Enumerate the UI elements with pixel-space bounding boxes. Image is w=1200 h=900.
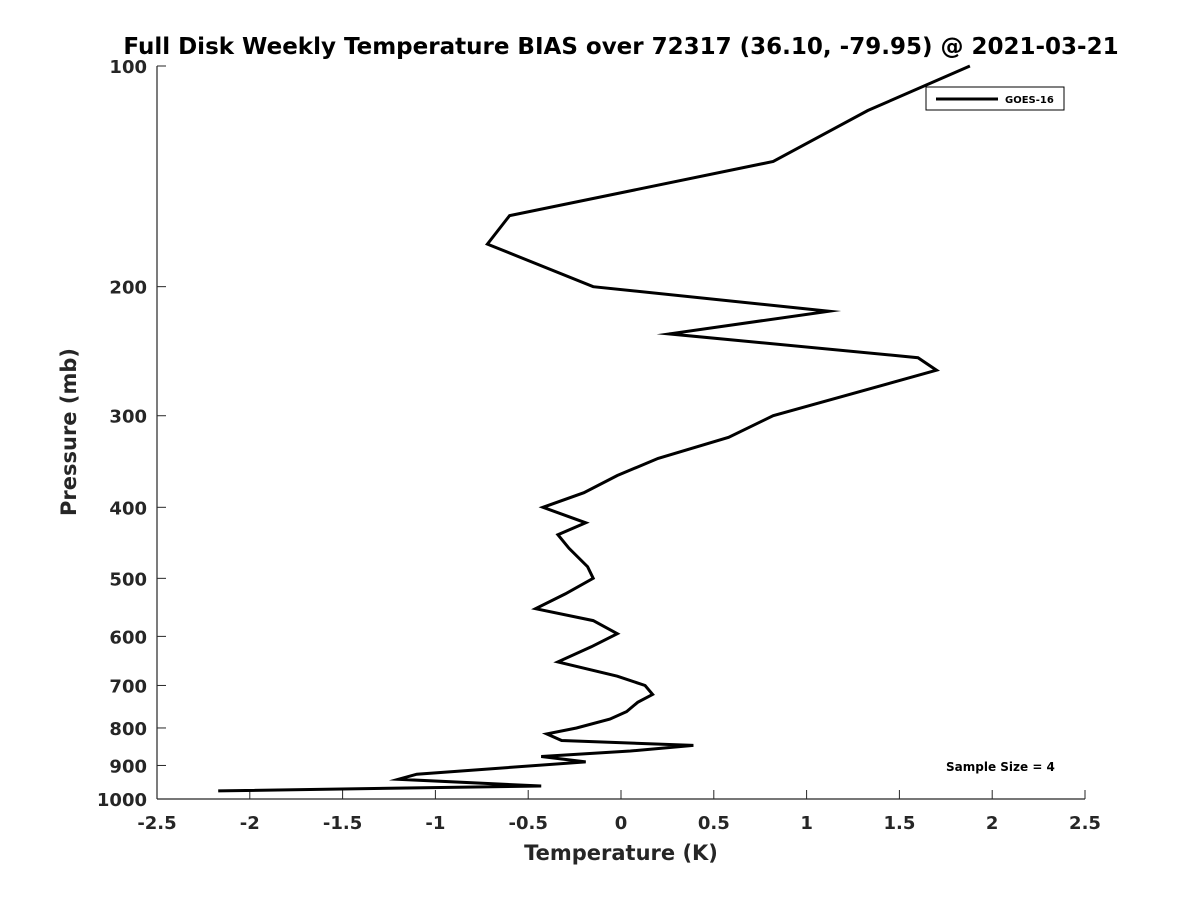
y-tick-label: 200: [109, 278, 147, 299]
x-tick-label: 0.5: [698, 813, 730, 834]
y-tick-label: 100: [109, 57, 147, 78]
series-line-0: [218, 64, 971, 793]
y-tick-label: 600: [109, 627, 147, 648]
y-tick-label: 500: [109, 569, 147, 590]
y-tick-label: 400: [109, 498, 147, 519]
y-tick-label: 1000: [97, 790, 147, 811]
y-tick-label: 700: [109, 676, 147, 697]
x-tick-label: -1.5: [323, 813, 362, 834]
y-tick-label: 900: [109, 756, 147, 777]
x-tick-label: 0: [615, 813, 628, 834]
x-axis-label: Temperature (K): [524, 841, 718, 865]
sample-size-annotation: Sample Size = 4: [946, 760, 1055, 774]
x-tick-label: -0.5: [509, 813, 548, 834]
x-tick-label: 2: [986, 813, 999, 834]
y-axis-ticks: 100 200 300 400 500 600 700 800 900 1000: [97, 57, 166, 811]
x-tick-label: 2.5: [1069, 813, 1101, 834]
legend: GOES-16: [925, 86, 1065, 111]
chart-title: Full Disk Weekly Temperature BIAS over 7…: [123, 34, 1118, 60]
x-tick-label: -1: [425, 813, 445, 834]
legend-label: GOES-16: [1005, 95, 1054, 106]
y-axis-label: Pressure (mb): [57, 348, 81, 516]
series-layer: [218, 64, 971, 793]
y-tick-label: 800: [109, 719, 147, 740]
x-tick-label: 1.5: [883, 813, 915, 834]
x-tick-label: 1: [800, 813, 813, 834]
x-tick-label: -2: [240, 813, 260, 834]
x-tick-label: -2.5: [137, 813, 176, 834]
x-axis-ticks: -2.5 -2 -1.5 -1 -0.5 0 0.5 1 1.5 2 2.5: [137, 790, 1101, 834]
y-tick-label: 300: [109, 407, 147, 428]
